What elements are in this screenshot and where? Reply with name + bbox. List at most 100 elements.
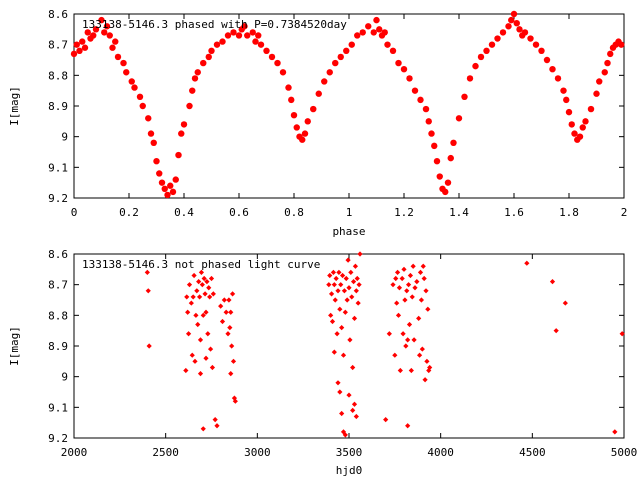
phased-x-tick-label: 1.4 — [449, 206, 469, 219]
phased-data-point — [255, 32, 262, 39]
unphased-data-point — [209, 364, 216, 371]
unphased-data-point — [198, 269, 205, 275]
unphased-data-point — [401, 266, 407, 272]
unphased-data-point — [206, 285, 212, 291]
unphased-data-point — [392, 352, 398, 358]
unphased-data-point — [423, 288, 429, 294]
unphased-data-point — [420, 263, 426, 269]
phased-data-point — [604, 59, 611, 67]
phased-data-point — [200, 59, 207, 67]
unphased-y-tick-label: 9.2 — [48, 432, 68, 445]
unphased-data-point — [205, 331, 211, 337]
unphased-data-point — [330, 269, 337, 275]
unphased-data-point — [339, 325, 345, 331]
phased-data-point — [499, 29, 507, 36]
unphased-data-point — [416, 352, 423, 358]
phased-data-point — [516, 26, 523, 33]
phased-data-point — [114, 53, 122, 61]
phased-data-point — [431, 142, 438, 150]
unphased-x-tick-label: 3500 — [336, 446, 363, 459]
unphased-data-point — [221, 297, 227, 303]
phased-data-point — [466, 75, 474, 82]
phased-data-point — [521, 29, 529, 36]
unphased-data-point — [419, 346, 425, 352]
unphased-data-point — [231, 395, 238, 401]
phased-data-point — [180, 121, 188, 128]
unphased-data-point — [207, 294, 213, 300]
unphased-x-tick-label: 5000 — [611, 446, 638, 459]
phased-data-point — [543, 56, 551, 64]
phased-data-point — [158, 179, 166, 186]
phased-data-point — [299, 136, 306, 143]
unphased-y-tick-label: 8.9 — [48, 340, 68, 353]
phased-data-point — [120, 59, 127, 67]
unphased-y-tick-label: 9 — [61, 371, 68, 384]
phased-data-point — [513, 20, 520, 27]
phased-data-point — [348, 41, 355, 48]
unphased-x-tick-label: 2000 — [61, 446, 88, 459]
unphased-data-point — [227, 325, 233, 331]
unphased-data-point — [190, 294, 196, 300]
unphased-data-point — [339, 272, 346, 279]
phased-data-point — [607, 50, 614, 58]
phased-data-point — [285, 84, 292, 91]
unphased-data-point — [396, 285, 403, 291]
unphased-data-point — [335, 380, 341, 386]
phased-data-point — [337, 53, 344, 61]
unphased-data-point — [188, 300, 194, 306]
phased-x-tick-label: 0 — [71, 206, 78, 219]
phased-data-point — [208, 47, 215, 54]
phased-data-point — [156, 170, 163, 177]
phased-data-point — [249, 29, 256, 36]
unphased-data-point — [218, 303, 224, 309]
unphased-data-point — [394, 269, 401, 275]
unphased-data-point — [185, 331, 192, 337]
unphased-y-tick-label: 8.7 — [48, 279, 68, 292]
unphased-data-point — [346, 392, 352, 398]
unphased-data-point — [414, 279, 420, 285]
phased-data-point — [106, 32, 113, 39]
phased-data-point — [103, 23, 111, 30]
phased-data-point — [288, 96, 295, 104]
unphased-data-point — [200, 426, 206, 432]
unphased-data-point — [337, 306, 343, 312]
phased-data-point — [527, 35, 534, 42]
phased-data-point — [618, 41, 625, 48]
phased-data-point — [92, 26, 100, 33]
unphased-data-point — [350, 279, 357, 285]
phased-data-point — [381, 29, 388, 36]
unphased-data-point — [185, 309, 191, 315]
phased-data-point — [343, 47, 350, 54]
phased-data-point — [601, 69, 608, 76]
unphased-data-point — [408, 367, 414, 374]
unphased-data-point — [197, 337, 204, 343]
unphased-data-point — [390, 282, 396, 288]
unphased-data-point — [412, 285, 418, 291]
unphased-data-point — [326, 282, 332, 288]
phased-data-point — [252, 38, 259, 45]
unphased-data-point — [416, 315, 422, 321]
unphased-data-point — [229, 343, 235, 349]
unphased-data-point — [524, 260, 530, 266]
phased-x-tick-label: 0.6 — [229, 206, 249, 219]
phased-data-point — [128, 78, 135, 85]
phased-data-point — [549, 66, 556, 73]
unphased-data-point — [345, 257, 351, 263]
unphased-data-point — [337, 389, 343, 395]
unphased-data-point — [612, 429, 618, 435]
unphased-data-point — [338, 282, 344, 288]
phased-data-point — [235, 32, 243, 39]
unphased-data-point — [421, 275, 427, 282]
unphased-data-point — [418, 297, 425, 303]
unphased-data-point — [553, 328, 559, 334]
phased-data-point — [472, 62, 479, 70]
unphased-data-point — [329, 318, 336, 325]
unphased-data-point — [424, 358, 430, 364]
unphased-data-point — [214, 423, 220, 429]
phased-data-point — [455, 115, 463, 122]
unphased-data-point — [393, 275, 399, 282]
phased-data-point — [406, 75, 413, 82]
unphased-light-curve-panel: 8.6 8.7 8.8 8.9 9 9.1 9.2 2000 2500 3000 3500 4000… — [8, 248, 637, 477]
phased-data-point — [293, 124, 300, 131]
